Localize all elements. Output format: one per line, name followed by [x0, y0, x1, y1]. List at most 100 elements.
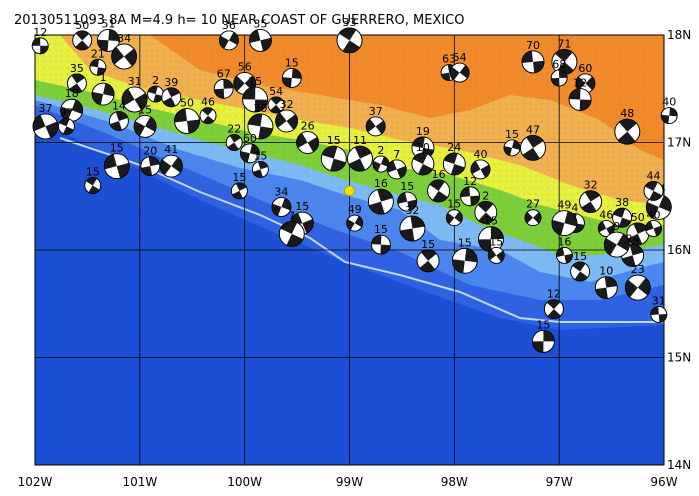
depth-label: 26 — [301, 120, 315, 133]
beachball-compressional-quadrants — [387, 160, 407, 179]
beachball-outline — [31, 37, 49, 55]
beachball-outline — [103, 153, 130, 180]
beachball-19: 50 — [174, 97, 200, 134]
depth-label: 54 — [453, 51, 467, 64]
beachball-outline — [213, 78, 234, 99]
depth-label: 20 — [143, 145, 157, 158]
beachball-outline — [336, 27, 363, 54]
beachball-compressional-quadrants — [546, 299, 561, 319]
beachball-compressional-quadrants — [248, 113, 273, 139]
beachball-compressional-quadrants — [296, 132, 319, 153]
beachball-20: 46 — [199, 96, 217, 124]
depth-label: 12 — [463, 175, 477, 188]
depth-label: 31 — [652, 295, 666, 308]
beachball-compressional-quadrants — [291, 212, 314, 234]
beachball-outline — [532, 329, 555, 353]
depth-label: 37 — [369, 105, 383, 118]
depth-label: 49 — [348, 203, 362, 216]
depth-label: 47 — [526, 123, 540, 136]
depth-label: 50 — [180, 97, 194, 110]
depth-label: 15 — [536, 318, 550, 331]
depth-label: 7 — [393, 148, 400, 161]
beachball-56: 2 — [372, 144, 390, 173]
beachball-compressional-quadrants — [122, 88, 148, 111]
beachball-outline — [551, 210, 578, 237]
beachball-74: 32 — [579, 179, 602, 214]
beachball-25: 15 — [281, 57, 302, 88]
lon-tick-label: 101W — [122, 475, 157, 489]
beachball-outline — [247, 113, 274, 140]
beachball-compressional-quadrants — [488, 248, 505, 262]
beachball-compressional-quadrants — [140, 156, 160, 176]
beachball-outline — [386, 159, 407, 180]
beachball-27: 30 — [247, 102, 274, 140]
beachball-17: 20 — [140, 145, 161, 177]
beachball-68: 27 — [524, 198, 542, 227]
beachball-46: 12 — [568, 77, 592, 111]
beachball-outline — [579, 190, 602, 214]
depth-label: 1 — [100, 71, 107, 84]
beachball-85: 15 — [570, 250, 590, 282]
beachball-outline — [442, 152, 466, 176]
beachball-outline — [427, 179, 451, 203]
beachball-compressional-quadrants — [104, 154, 130, 179]
beachball-outline — [503, 139, 521, 157]
beachball-81: 44 — [643, 169, 664, 201]
beachball-18: 41 — [159, 143, 183, 178]
beachball-outline — [58, 118, 75, 135]
lon-tick-label: 99W — [336, 475, 363, 489]
beachball-compressional-quadrants — [282, 68, 302, 88]
beachball-53: 40 — [470, 148, 491, 180]
depth-label: 11 — [353, 134, 367, 147]
beachball-29: 60 — [239, 132, 260, 164]
beachball-compressional-quadrants — [32, 37, 49, 54]
beachball-outline — [242, 86, 269, 113]
beachball-compressional-quadrants — [321, 146, 346, 172]
depth-label: 44 — [647, 169, 661, 182]
beachball-compressional-quadrants — [339, 27, 360, 53]
beachball-outline — [416, 249, 440, 273]
beachball-compressional-quadrants — [525, 211, 541, 224]
beachball-outline — [460, 186, 481, 207]
beachball-compressional-quadrants — [460, 186, 480, 206]
depth-label: 15 — [253, 149, 267, 162]
beachball-30: 26 — [296, 120, 320, 154]
beachball-outline — [267, 96, 285, 114]
beachball-outline — [239, 143, 260, 164]
beachball-compressional-quadrants — [232, 182, 247, 199]
beachball-compressional-quadrants — [346, 216, 363, 231]
depth-label: 2 — [482, 189, 489, 202]
depth-label: 35 — [253, 17, 267, 30]
beachball-compressional-quadrants — [569, 88, 592, 111]
depth-label: 15 — [327, 134, 341, 147]
beachball-32: 15 — [230, 171, 248, 200]
beachball-39: 33 — [336, 16, 363, 54]
beachball-outline — [97, 29, 120, 52]
beachball-compressional-quadrants — [109, 111, 128, 131]
depth-label: 39 — [164, 76, 178, 89]
beachball-14: 15 — [133, 103, 157, 138]
beachball-compressional-quadrants — [450, 65, 470, 81]
depth-label: 68 — [552, 58, 566, 71]
beachball-compressional-quadrants — [413, 153, 433, 175]
beachball-outline — [91, 82, 115, 106]
beachball-outline — [230, 182, 248, 200]
beachball-3: 34 — [111, 32, 137, 70]
beachball-87: 23 — [624, 263, 651, 301]
beachball-62: 16 — [427, 168, 451, 203]
beachball-outline — [614, 118, 641, 145]
beachball-outline — [174, 108, 200, 134]
depth-label: 63 — [442, 53, 456, 66]
lon-tick-label: 102W — [18, 475, 53, 489]
beachball-outline — [251, 160, 269, 178]
beachball-compressional-quadrants — [625, 277, 651, 298]
beachball-compressional-quadrants — [522, 135, 544, 161]
depth-label: 10 — [416, 141, 430, 154]
depth-label: 46 — [201, 96, 215, 109]
trench-line — [59, 137, 664, 323]
depth-label: 16 — [557, 235, 571, 248]
beachball-76: 46 — [597, 209, 615, 237]
depth-label: 71 — [557, 37, 571, 50]
beachball-8: 2 — [147, 74, 165, 103]
beachball-outline — [159, 154, 183, 178]
